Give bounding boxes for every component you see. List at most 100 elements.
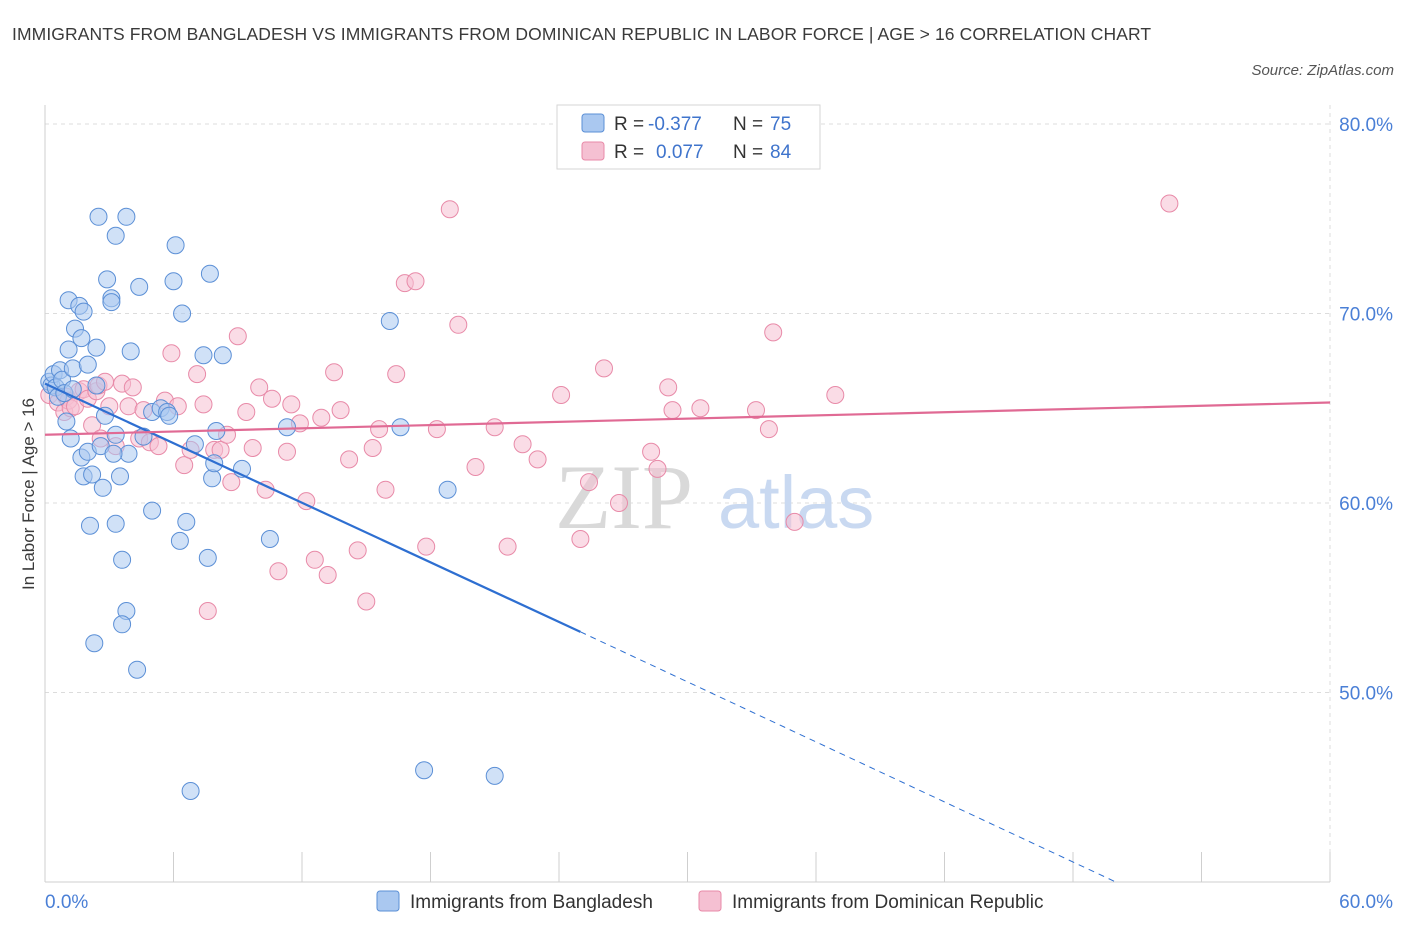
point-bangladesh: [391, 418, 410, 437]
bottom-legend-label-bangladesh: Immigrants from Bangladesh: [410, 892, 653, 913]
point-bangladesh: [143, 501, 162, 520]
point-bangladesh: [87, 376, 106, 395]
point-bangladesh: [72, 329, 91, 348]
point-bangladesh: [117, 207, 136, 226]
point-dominican: [513, 435, 532, 454]
point-dominican: [417, 537, 436, 556]
point-dominican: [318, 566, 337, 584]
point-dominican: [340, 450, 359, 469]
point-bangladesh: [89, 207, 108, 226]
point-bangladesh: [57, 412, 76, 431]
point-bangladesh: [63, 359, 82, 378]
legend-n-label-pink: N =: [733, 142, 763, 163]
point-dominican: [406, 272, 425, 291]
point-bangladesh: [203, 469, 222, 488]
point-bangladesh: [63, 380, 82, 399]
point-dominican: [595, 359, 613, 378]
point-bangladesh: [106, 514, 125, 533]
point-dominican: [269, 562, 288, 581]
source-label: Source: ZipAtlas.com: [1251, 62, 1394, 79]
point-bangladesh: [415, 761, 434, 780]
point-bangladesh: [98, 270, 117, 289]
point-dominican: [278, 442, 296, 461]
trend-line-bangladesh-extrapolated: [580, 631, 1117, 883]
point-dominican: [331, 401, 350, 420]
point-bangladesh: [93, 478, 112, 497]
legend-r-value-pink: 0.077: [656, 142, 704, 163]
watermark: ZIP atlas: [555, 446, 874, 548]
bottom-legend-swatch-pink: [698, 890, 722, 912]
point-dominican: [198, 602, 217, 620]
point-dominican: [162, 344, 181, 363]
point-dominican: [642, 442, 661, 461]
point-dominican: [263, 389, 281, 408]
legend-swatch-blue: [581, 113, 605, 133]
point-dominican: [663, 401, 682, 420]
point-dominican: [1160, 194, 1179, 213]
point-bangladesh: [164, 272, 183, 291]
point-bangladesh: [278, 418, 296, 437]
point-bangladesh: [83, 465, 102, 484]
point-bangladesh: [85, 634, 104, 653]
point-bangladesh: [380, 312, 399, 330]
point-dominican: [243, 439, 262, 457]
point-dominican: [571, 530, 590, 548]
top-legend: R = -0.377 N = 75 R = 0.077 N = 84: [556, 104, 821, 170]
y-tick-labels: 50.0% 60.0% 70.0% 80.0%: [1339, 115, 1393, 705]
legend-r-label-pink: R =: [614, 142, 644, 163]
point-dominican: [357, 592, 376, 611]
point-bangladesh: [213, 346, 232, 365]
point-bangladesh: [128, 660, 147, 679]
watermark-atlas: atlas: [718, 461, 874, 544]
point-dominican: [175, 456, 194, 475]
legend-r-label-blue: R =: [614, 114, 644, 135]
legend-swatch-pink: [581, 141, 605, 161]
point-bangladesh: [102, 293, 121, 312]
y-tick-label: 60.0%: [1339, 494, 1393, 515]
y-tick-label: 80.0%: [1339, 115, 1393, 136]
point-bangladesh: [173, 304, 192, 323]
legend-n-label-blue: N =: [733, 114, 763, 135]
point-dominican: [376, 480, 395, 499]
bottom-legend: Immigrants from Bangladesh Immigrants fr…: [376, 890, 1044, 913]
point-dominican: [282, 395, 301, 414]
point-bangladesh: [134, 427, 153, 446]
point-dominican: [449, 315, 468, 334]
point-dominican: [759, 420, 778, 439]
point-dominican: [348, 541, 367, 560]
point-dominican: [826, 386, 845, 404]
point-bangladesh: [81, 516, 99, 535]
point-dominican: [222, 473, 241, 492]
bottom-legend-label-dominican: Immigrants from Dominican Republic: [732, 892, 1044, 913]
x-tick-labels: 0.0% 60.0%: [45, 892, 1393, 913]
point-dominican: [363, 439, 382, 457]
point-bangladesh: [121, 342, 140, 361]
point-dominican: [149, 437, 168, 456]
point-bangladesh: [170, 531, 189, 550]
y-axis-label: In Labor Force | Age > 16: [19, 398, 38, 590]
point-dominican: [610, 494, 628, 512]
legend-n-value-pink: 84: [770, 142, 792, 163]
point-dominican: [440, 200, 459, 219]
y-tick-label: 50.0%: [1339, 683, 1393, 704]
point-bangladesh: [59, 340, 78, 359]
point-bangladesh: [119, 444, 138, 463]
bottom-legend-swatch-blue: [376, 890, 400, 912]
trend-line-dominican: [44, 401, 1331, 436]
point-bangladesh: [166, 236, 185, 255]
point-dominican: [580, 473, 598, 492]
point-dominican: [659, 378, 678, 397]
point-dominican: [188, 365, 207, 384]
point-dominican: [785, 512, 804, 531]
point-bangladesh: [113, 615, 132, 634]
point-dominican: [485, 418, 504, 437]
y-tick-label: 70.0%: [1339, 304, 1393, 325]
point-bangladesh: [260, 530, 279, 548]
point-bangladesh: [200, 264, 219, 283]
point-bangladesh: [113, 550, 132, 569]
point-bangladesh: [130, 277, 149, 296]
point-dominican: [325, 363, 344, 382]
point-bangladesh: [106, 425, 125, 444]
legend-n-value-blue: 75: [770, 114, 791, 135]
